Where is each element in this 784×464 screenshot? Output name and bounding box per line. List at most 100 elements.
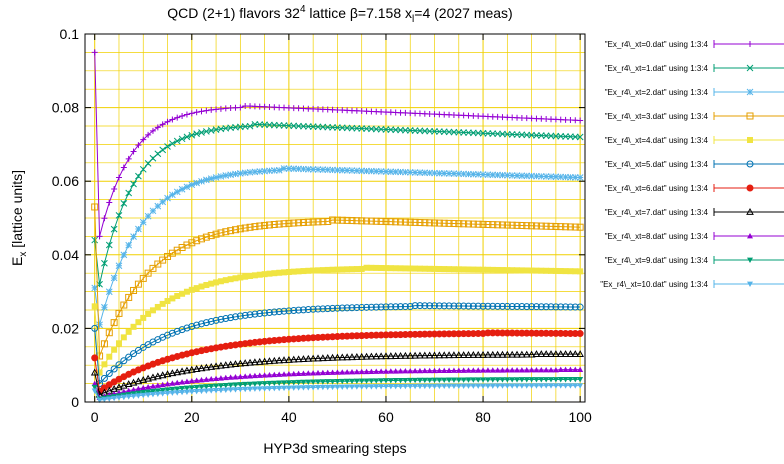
data-point <box>445 302 453 310</box>
data-point <box>305 370 312 376</box>
data-point <box>91 303 98 310</box>
data-point <box>96 397 103 404</box>
data-point <box>450 170 458 178</box>
data-point <box>290 219 298 227</box>
data-point <box>236 359 245 367</box>
y-tick-label: 0 <box>71 394 79 410</box>
data-point <box>552 303 560 311</box>
data-point <box>533 377 540 383</box>
data-point <box>130 286 138 294</box>
data-point <box>261 167 268 175</box>
data-point <box>746 112 754 120</box>
data-point <box>280 307 288 315</box>
data-point <box>125 394 132 400</box>
data-point <box>217 383 224 389</box>
data-point <box>140 392 147 399</box>
data-point <box>386 352 395 360</box>
data-point <box>469 330 477 338</box>
data-point <box>746 160 754 168</box>
data-point <box>576 174 584 181</box>
data-point <box>566 223 574 231</box>
data-point <box>285 165 293 172</box>
data-point <box>567 366 574 373</box>
data-point <box>323 353 332 361</box>
data-point <box>523 303 531 311</box>
data-point <box>562 303 570 311</box>
data-point <box>120 334 127 341</box>
data-point <box>285 385 292 391</box>
data-point <box>518 303 526 311</box>
data-point <box>270 167 278 174</box>
data-point <box>450 377 457 383</box>
data-point <box>548 383 555 389</box>
data-point <box>397 368 404 374</box>
data-point <box>246 223 254 231</box>
data-point <box>91 384 98 391</box>
data-point <box>266 167 273 175</box>
data-point <box>236 225 244 233</box>
data-point <box>145 310 152 317</box>
data-point <box>193 109 200 116</box>
data-point <box>271 385 278 392</box>
data-point <box>378 368 385 374</box>
data-point <box>441 377 448 383</box>
data-point <box>174 390 181 396</box>
data-point <box>130 180 137 188</box>
data-point <box>328 353 337 361</box>
data-point <box>334 378 341 385</box>
data-point <box>261 386 268 392</box>
data-point <box>373 378 380 384</box>
data-point <box>504 267 511 274</box>
data-point <box>188 389 195 395</box>
data-point <box>518 367 525 373</box>
data-point <box>513 329 521 337</box>
data-point <box>203 176 210 184</box>
series-4 <box>91 264 584 376</box>
data-point <box>178 135 186 143</box>
data-point <box>134 280 142 288</box>
data-point <box>567 377 574 383</box>
data-point <box>460 330 468 338</box>
data-point <box>435 219 443 227</box>
data-point <box>314 218 322 226</box>
data-point <box>407 367 414 374</box>
data-point <box>392 218 400 226</box>
data-point <box>479 302 487 310</box>
data-point <box>498 221 506 229</box>
x-tick-label: 80 <box>475 409 491 425</box>
data-point <box>217 315 225 323</box>
data-point <box>368 368 375 374</box>
data-point <box>353 217 361 225</box>
data-point <box>430 351 439 359</box>
data-point <box>513 350 521 358</box>
data-point <box>251 310 259 318</box>
data-point <box>494 302 502 310</box>
data-point <box>256 381 263 387</box>
data-point <box>300 268 307 275</box>
data-point <box>523 383 530 389</box>
data-point <box>571 330 579 338</box>
data-point <box>310 379 317 385</box>
data-point <box>392 368 399 374</box>
data-point <box>101 397 108 403</box>
data-point <box>232 374 239 380</box>
data-point <box>227 171 234 179</box>
data-point <box>169 140 176 147</box>
data-point <box>135 319 142 326</box>
data-point <box>494 171 501 179</box>
data-point <box>503 329 511 337</box>
data-point <box>475 266 482 273</box>
data-point <box>469 170 477 178</box>
data-point <box>329 304 337 312</box>
data-point <box>372 167 380 175</box>
data-point <box>532 303 540 311</box>
data-point <box>305 385 312 391</box>
data-point <box>106 396 113 402</box>
data-point <box>154 260 162 268</box>
data-point <box>464 302 472 310</box>
data-point <box>499 171 506 179</box>
data-point <box>348 217 356 225</box>
data-point <box>270 220 278 228</box>
data-point <box>528 267 535 274</box>
data-point <box>266 380 273 387</box>
